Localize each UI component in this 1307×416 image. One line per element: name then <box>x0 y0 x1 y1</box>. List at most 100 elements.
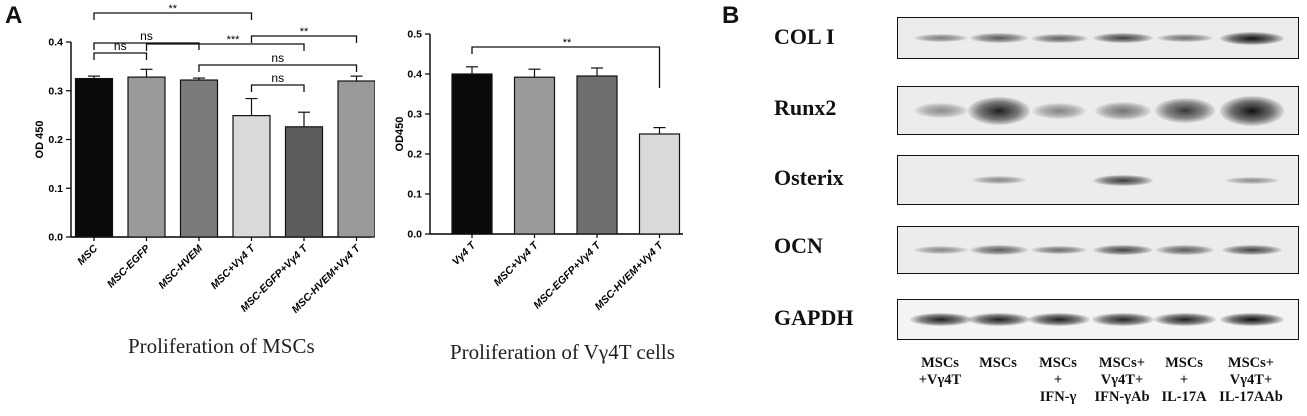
significance-bracket <box>93 12 253 20</box>
lane-label: MSCs+ Vγ4T+ IFN-γAb <box>1087 355 1157 406</box>
blot-row-label: OCN <box>774 233 823 258</box>
x-tick-label: MSC-HVEM+Vγ4 T <box>593 239 667 313</box>
significance-label: ** <box>300 26 309 38</box>
blot-band <box>1093 244 1153 256</box>
blot-band <box>970 33 1028 43</box>
blot-strip <box>897 17 1299 59</box>
x-tick-label: MSC-HVEM <box>156 242 205 291</box>
blot-band <box>967 96 1031 125</box>
lane-label: MSCs + IL-17A <box>1149 355 1219 406</box>
y-axis-label: OD450 <box>394 117 406 152</box>
blot-band <box>914 103 968 118</box>
lane-label: MSCs+ Vγ4T+ IL-17AAb <box>1216 355 1286 406</box>
lane-label-line: MSCs+ <box>1098 355 1146 371</box>
y-tick-label: 0.5 <box>407 29 422 41</box>
x-tick-label: MSC-EGFP+Vγ4 T <box>531 239 604 312</box>
x-tick-label: MSC+Vγ4 T <box>491 239 541 289</box>
lane-label-line: Vγ4T+ <box>1229 372 1273 388</box>
lane-label-line: MSCs <box>921 355 959 371</box>
blot-band <box>1153 313 1217 326</box>
panel-label-a: A <box>5 2 23 29</box>
y-axis-label: OD 450 <box>34 121 46 159</box>
lane-label-line: IL-17AAb <box>1219 389 1283 405</box>
blot-strip <box>897 226 1299 274</box>
bar <box>451 73 493 235</box>
bar <box>284 126 324 238</box>
lane-label: MSCs +Vγ4T <box>905 355 975 389</box>
bar <box>74 77 114 238</box>
blot-band <box>1220 31 1284 45</box>
significance-label: ** <box>563 37 572 49</box>
blot-band <box>1220 313 1284 326</box>
western-blot: COL I Runx2 Osterix OCN GAPDH MSCs +Vγ4T MSCs MS… <box>740 0 1307 416</box>
blot-band <box>1030 33 1088 43</box>
lane-label-line: + <box>1179 372 1189 388</box>
bar <box>513 76 556 235</box>
lane-label-line: +Vγ4T <box>918 372 962 388</box>
bar <box>638 133 681 235</box>
lane-label-line: IFN-γAb <box>1094 389 1150 405</box>
blot-row-label: COL I <box>774 24 835 49</box>
x-tick-label: MSC-EGFP <box>105 242 153 290</box>
vgamma4t-proliferation-title: Proliferation of Vγ4T cells <box>450 340 675 364</box>
blot-band <box>913 246 969 254</box>
x-tick-label: MSC <box>75 242 100 267</box>
lane-label-line: MSCs <box>1039 355 1077 371</box>
blot-strip <box>897 86 1299 135</box>
y-tick-label: 0.0 <box>407 229 422 241</box>
blot-band <box>913 34 969 42</box>
panel-label-b: B <box>722 2 740 29</box>
significance-bracket <box>198 64 358 72</box>
bar <box>232 115 271 238</box>
blot-band <box>909 313 973 326</box>
blot-band <box>967 313 1031 326</box>
y-tick-label: 0.1 <box>48 183 63 195</box>
bar <box>179 79 219 238</box>
bar <box>127 76 166 238</box>
significance-label: ns <box>140 29 153 43</box>
y-tick-label: 0.4 <box>48 37 63 49</box>
blot-band <box>1225 176 1279 184</box>
lane-label-line: IFN-γ <box>1039 389 1077 405</box>
blot-band <box>1157 33 1213 43</box>
blot-band <box>1095 101 1151 120</box>
lane-label-line: IL-17A <box>1161 389 1207 405</box>
msc-proliferation-title: Proliferation of MSCs <box>128 334 315 358</box>
blot-band <box>1092 174 1154 186</box>
y-tick-label: 0.2 <box>48 134 63 146</box>
lane-label: MSCs <box>963 355 1033 372</box>
y-tick-label: 0.3 <box>48 85 63 97</box>
significance-bracket <box>145 43 305 51</box>
blot-band <box>970 245 1028 255</box>
y-tick-label: 0.1 <box>407 189 422 201</box>
significance-label: *** <box>227 34 241 46</box>
bar <box>337 80 375 238</box>
lane-label: MSCs + IFN-γ <box>1023 355 1093 406</box>
lane-label-line: MSCs <box>979 355 1017 371</box>
significance-label: ** <box>168 3 177 15</box>
y-tick-label: 0.3 <box>407 109 422 121</box>
blot-band <box>1156 245 1214 255</box>
blot-band <box>1154 98 1216 123</box>
significance-bracket <box>93 42 200 50</box>
blot-band <box>971 176 1027 184</box>
significance-bracket <box>471 46 661 88</box>
x-tick-label: Vγ4 T <box>450 239 479 268</box>
y-tick-label: 0.4 <box>407 69 422 81</box>
significance-label: ns <box>114 39 127 53</box>
blot-row-label: GAPDH <box>774 305 854 330</box>
lane-label-line: Vγ4T+ <box>1100 372 1144 388</box>
bar <box>576 75 618 235</box>
blot-band <box>1030 245 1088 255</box>
blot-band <box>1092 32 1154 44</box>
x-tick-label: MSC+Vγ4 T <box>208 242 258 292</box>
lane-label-line: MSCs <box>1165 355 1203 371</box>
significance-bracket <box>250 84 305 92</box>
msc-proliferation-chart: 0.0 0.1 0.2 0.3 0.4 OD 450 MSC MSC-EGFP MSC-HVEM… <box>34 3 375 316</box>
y-tick-label: 0.2 <box>407 149 422 161</box>
lane-label-line: MSCs+ <box>1227 355 1275 371</box>
blot-band <box>1027 313 1091 326</box>
significance-label: ns <box>271 51 284 65</box>
blot-band <box>1222 244 1282 256</box>
